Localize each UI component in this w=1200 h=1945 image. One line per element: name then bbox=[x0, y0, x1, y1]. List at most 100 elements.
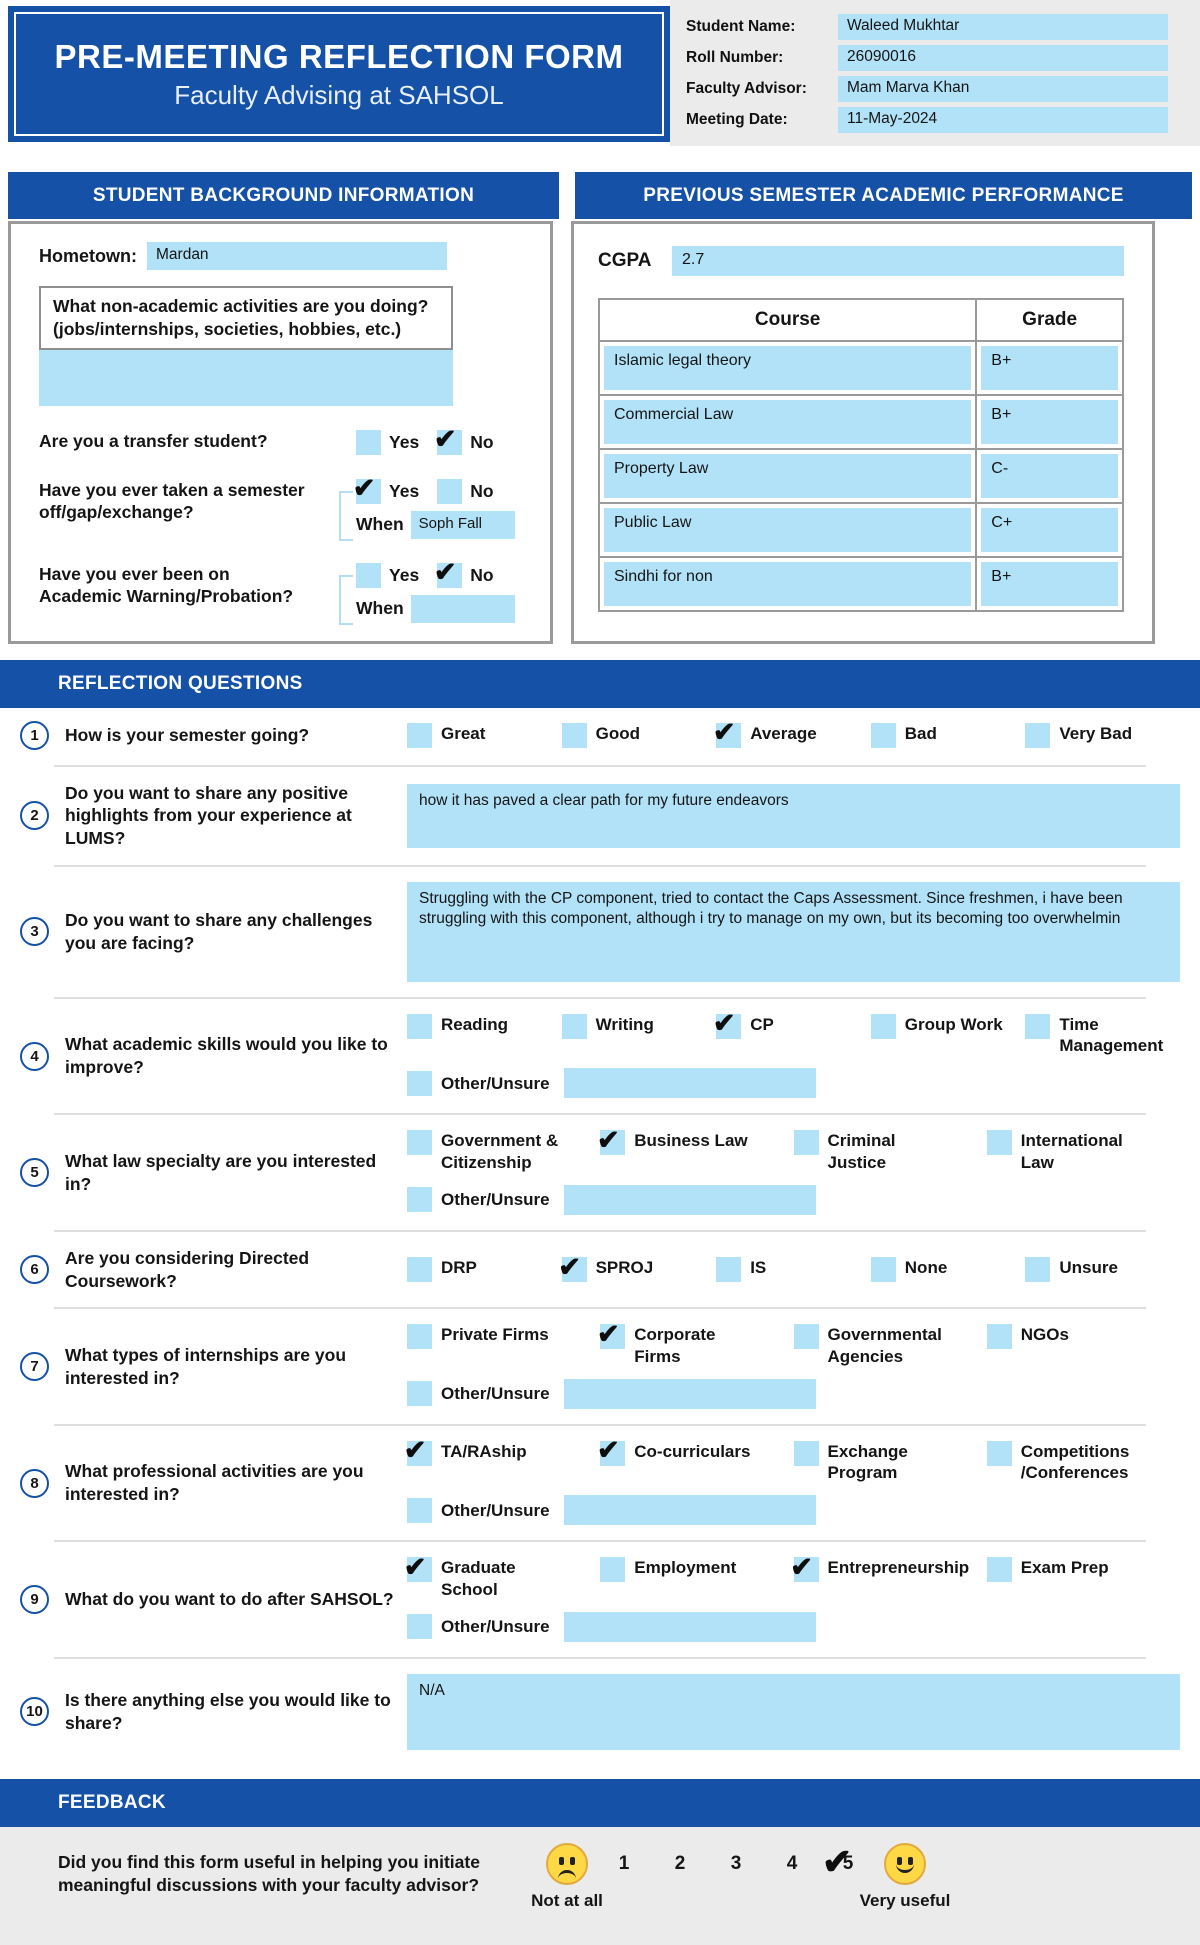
course-field[interactable]: Islamic legal theory bbox=[604, 346, 972, 390]
hometown-field[interactable]: Mardan bbox=[147, 242, 447, 270]
option-is-checkbox[interactable] bbox=[716, 1257, 742, 1282]
grade-field[interactable]: B+ bbox=[981, 346, 1118, 390]
question-10-number: 10 bbox=[20, 1697, 49, 1727]
option-government-citizenship-checkbox[interactable] bbox=[407, 1130, 432, 1156]
option-ta-raship-checkbox[interactable]: ✔ bbox=[404, 1437, 432, 1466]
option-great-checkbox[interactable] bbox=[407, 722, 432, 748]
student-name-field[interactable]: Waleed Mukhtar bbox=[838, 14, 1168, 40]
option-cp-checkbox[interactable]: ✔ bbox=[713, 1010, 742, 1039]
option-exam-prep-checkbox[interactable] bbox=[986, 1557, 1012, 1583]
question-9-other-row: Other/Unsure bbox=[407, 1611, 1180, 1642]
option-employment: Employment bbox=[600, 1557, 793, 1583]
course-field[interactable]: Commercial Law bbox=[604, 400, 972, 444]
question-2-answer-field[interactable]: how it has paved a clear path for my fut… bbox=[407, 783, 1180, 848]
option-sproj-checkbox[interactable]: ✔ bbox=[558, 1253, 587, 1282]
option-ngos-checkbox[interactable] bbox=[986, 1324, 1012, 1350]
option-competitions-conferences-checkbox[interactable] bbox=[986, 1440, 1012, 1466]
transfer-yes-checkbox[interactable] bbox=[356, 429, 381, 455]
probation-yes-checkbox[interactable] bbox=[356, 562, 381, 588]
question-7-other-field[interactable] bbox=[563, 1378, 816, 1409]
option-cp: ✔ CP bbox=[712, 1008, 774, 1039]
question-6-options: DRP ✔ SPROJ IS None Unsure bbox=[407, 1253, 1180, 1282]
student-info-panel: Student Name: Waleed Mukhtar Roll Number… bbox=[670, 0, 1200, 146]
other-unsure-checkbox[interactable] bbox=[407, 1497, 432, 1523]
question-9-other-field[interactable] bbox=[563, 1611, 816, 1642]
option-very-bad-checkbox[interactable] bbox=[1025, 722, 1051, 748]
option-reading-checkbox[interactable] bbox=[407, 1013, 432, 1039]
rating-3[interactable]: 3 bbox=[730, 1852, 742, 1874]
option-ta-raship: ✔ TA/RAship bbox=[403, 1435, 527, 1466]
option-co-curriculars-checkbox[interactable]: ✔ bbox=[597, 1437, 626, 1466]
question-3-answer-field[interactable]: Struggling with the CP component, tried … bbox=[407, 881, 1180, 982]
gap-yes-checkbox[interactable]: ✔ bbox=[353, 475, 381, 504]
option-drp-checkbox[interactable] bbox=[407, 1257, 432, 1282]
option-governmental-agencies-checkbox[interactable] bbox=[793, 1324, 819, 1350]
check-icon: ✔ bbox=[558, 1251, 581, 1282]
other-unsure-label: Other/Unsure bbox=[441, 1500, 550, 1520]
other-unsure-checkbox[interactable] bbox=[407, 1381, 432, 1407]
divider bbox=[54, 1113, 1146, 1116]
option-international-law-checkbox[interactable] bbox=[986, 1130, 1012, 1156]
activities-answer-field[interactable] bbox=[39, 349, 453, 406]
course-field[interactable]: Sindhi for non bbox=[604, 562, 972, 606]
option-average-checkbox[interactable]: ✔ bbox=[713, 719, 742, 748]
other-unsure-checkbox[interactable] bbox=[407, 1070, 432, 1096]
rating-1[interactable]: 1 bbox=[618, 1852, 630, 1874]
grade-field[interactable]: C- bbox=[981, 454, 1118, 498]
divider bbox=[54, 1423, 1146, 1426]
grade-field[interactable]: B+ bbox=[981, 400, 1118, 444]
question-5-other-field[interactable] bbox=[563, 1184, 816, 1215]
transfer-no-checkbox[interactable]: ✔ bbox=[434, 426, 463, 455]
option-exchange-program: Exchange Program bbox=[793, 1440, 987, 1484]
option-writing-checkbox[interactable] bbox=[561, 1013, 587, 1039]
option-exchange-program-checkbox[interactable] bbox=[793, 1440, 819, 1466]
check-icon: ✔ bbox=[596, 1435, 620, 1466]
grade-field[interactable]: C+ bbox=[981, 508, 1118, 552]
option-entrepreneurship-checkbox[interactable]: ✔ bbox=[790, 1553, 819, 1583]
option-group-work-checkbox[interactable] bbox=[870, 1013, 896, 1039]
faculty-advisor-field[interactable]: Mam Marva Khan bbox=[838, 76, 1168, 102]
option-criminal-justice-checkbox[interactable] bbox=[793, 1130, 819, 1156]
option-corporate-firms-checkbox[interactable]: ✔ bbox=[597, 1320, 626, 1350]
option-reading: Reading bbox=[407, 1013, 562, 1039]
table-row: Property Law C- bbox=[597, 448, 1124, 504]
question-4-other-field[interactable] bbox=[563, 1068, 816, 1099]
question-9-options: ✔ Graduate School Employment ✔ Entrepren… bbox=[404, 1553, 1180, 1600]
top-panels: Hometown: Mardan What non-academic activ… bbox=[8, 221, 1192, 644]
gap-when-field[interactable]: Soph Fall bbox=[410, 510, 515, 539]
other-unsure-checkbox[interactable] bbox=[407, 1187, 432, 1213]
roll-number-field[interactable]: 26090016 bbox=[838, 45, 1168, 71]
happy-face-icon bbox=[884, 1842, 926, 1885]
rating-5-selected[interactable]: 5 ✔ bbox=[822, 1840, 854, 1882]
course-field[interactable]: Property Law bbox=[604, 454, 972, 498]
option-time-management-checkbox[interactable] bbox=[1025, 1013, 1051, 1039]
meeting-date-field[interactable]: 11-May-2024 bbox=[838, 107, 1168, 133]
other-unsure-checkbox[interactable] bbox=[407, 1614, 432, 1640]
option-unsure-checkbox[interactable] bbox=[1025, 1257, 1051, 1282]
cgpa-field[interactable]: 2.7 bbox=[672, 246, 1124, 276]
option-good-checkbox[interactable] bbox=[561, 722, 587, 748]
form-title-box: PRE-MEETING REFLECTION FORM Faculty Advi… bbox=[8, 6, 670, 142]
option-none-checkbox[interactable] bbox=[870, 1257, 896, 1282]
question-10-text: Is there anything else you would like to… bbox=[65, 1690, 391, 1733]
rating-4[interactable]: 4 bbox=[786, 1852, 798, 1874]
rating-2[interactable]: 2 bbox=[674, 1852, 686, 1874]
option-private-firms: Private Firms bbox=[407, 1324, 600, 1350]
option-private-firms-checkbox[interactable] bbox=[407, 1324, 432, 1350]
question-8-other-field[interactable] bbox=[563, 1495, 816, 1526]
option-business-law-checkbox[interactable]: ✔ bbox=[597, 1126, 626, 1156]
question-9: 9 What do you want to do after SAHSOL? ✔… bbox=[0, 1544, 1200, 1655]
option-employment-checkbox[interactable] bbox=[600, 1557, 626, 1583]
divider bbox=[54, 1229, 1146, 1232]
question-10-answer-field[interactable]: N/A bbox=[407, 1673, 1180, 1750]
probation-when-field[interactable] bbox=[410, 594, 515, 623]
gap-no-checkbox[interactable] bbox=[437, 478, 463, 504]
option-bad-checkbox[interactable] bbox=[870, 722, 896, 748]
option-graduate-school-checkbox[interactable]: ✔ bbox=[404, 1553, 432, 1583]
check-icon: ✔ bbox=[403, 1435, 427, 1466]
grade-field[interactable]: B+ bbox=[981, 562, 1118, 606]
course-field[interactable]: Public Law bbox=[604, 508, 972, 552]
probation-no-checkbox[interactable]: ✔ bbox=[434, 559, 463, 588]
divider bbox=[54, 764, 1146, 767]
